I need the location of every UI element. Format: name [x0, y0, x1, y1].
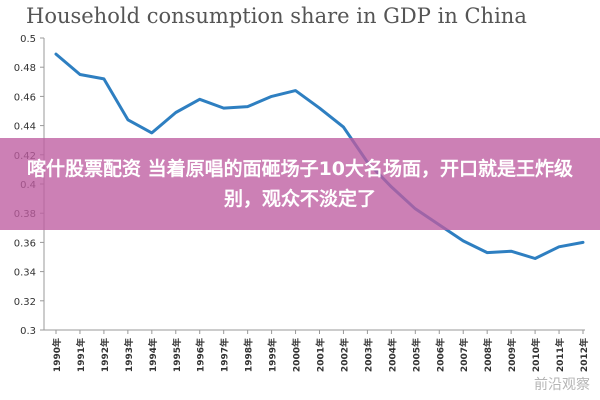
x-tick-label: 2005年 [410, 338, 422, 372]
x-tick-label: 2001年 [315, 338, 327, 372]
y-tick-label: 0.44 [14, 122, 36, 133]
overlay-headline[interactable]: 喀什股票配资 当着原唱的面砸场子10大名场面，开口就是王炸级别，观众不淡定了 [26, 158, 574, 210]
x-tick-label: 2007年 [458, 338, 470, 372]
y-tick-label: 0.34 [14, 268, 36, 279]
y-tick-label: 0.46 [14, 92, 36, 103]
x-tick-label: 1993年 [123, 338, 135, 372]
x-tick-label: 1997年 [219, 338, 231, 372]
series-group [54, 52, 585, 260]
x-tick-label: 2006年 [434, 338, 446, 372]
x-tick-label: 1996年 [195, 338, 207, 372]
y-tick-label: 0.36 [14, 238, 36, 249]
y-tick-label: 0.32 [14, 297, 36, 308]
x-tick-label: 1995年 [171, 338, 183, 372]
x-tick-label: 1998年 [243, 338, 255, 372]
x-axis: 1990年 1991年 1992年 1993年 1994年 1995年 1996年 1997年… [44, 329, 590, 372]
x-tick-label: 2011年 [554, 338, 566, 372]
x-tick-label: 2008年 [482, 338, 494, 372]
chart-title: Household consumption share in GDP in Ch… [26, 4, 527, 28]
watermark-label: 前沿观察 [534, 377, 590, 393]
x-tick-label: 1991年 [75, 338, 87, 372]
x-tick-label: 1990年 [51, 338, 63, 372]
x-tick-label: 2000年 [291, 338, 303, 372]
x-tick-label: 2010年 [530, 338, 542, 372]
y-tick-label: 0.5 [20, 34, 36, 45]
x-tick-label: 1994年 [147, 338, 159, 372]
y-tick-label: 0.3 [20, 326, 36, 337]
x-tick-label: 1999年 [267, 338, 279, 372]
x-tick-label: 2009年 [506, 338, 518, 372]
y-tick-label: 0.48 [14, 63, 36, 74]
x-tick-label: 2012年 [578, 338, 590, 372]
x-tick-label: 2003年 [362, 338, 374, 372]
x-tick-label: 2004年 [386, 338, 398, 372]
series-line [54, 52, 585, 260]
x-tick-label: 2002年 [338, 338, 350, 372]
x-tick-label: 1992年 [99, 338, 111, 372]
overlay-banner[interactable]: 喀什股票配资 当着原唱的面砸场子10大名场面，开口就是王炸级别，观众不淡定了 [0, 138, 600, 230]
